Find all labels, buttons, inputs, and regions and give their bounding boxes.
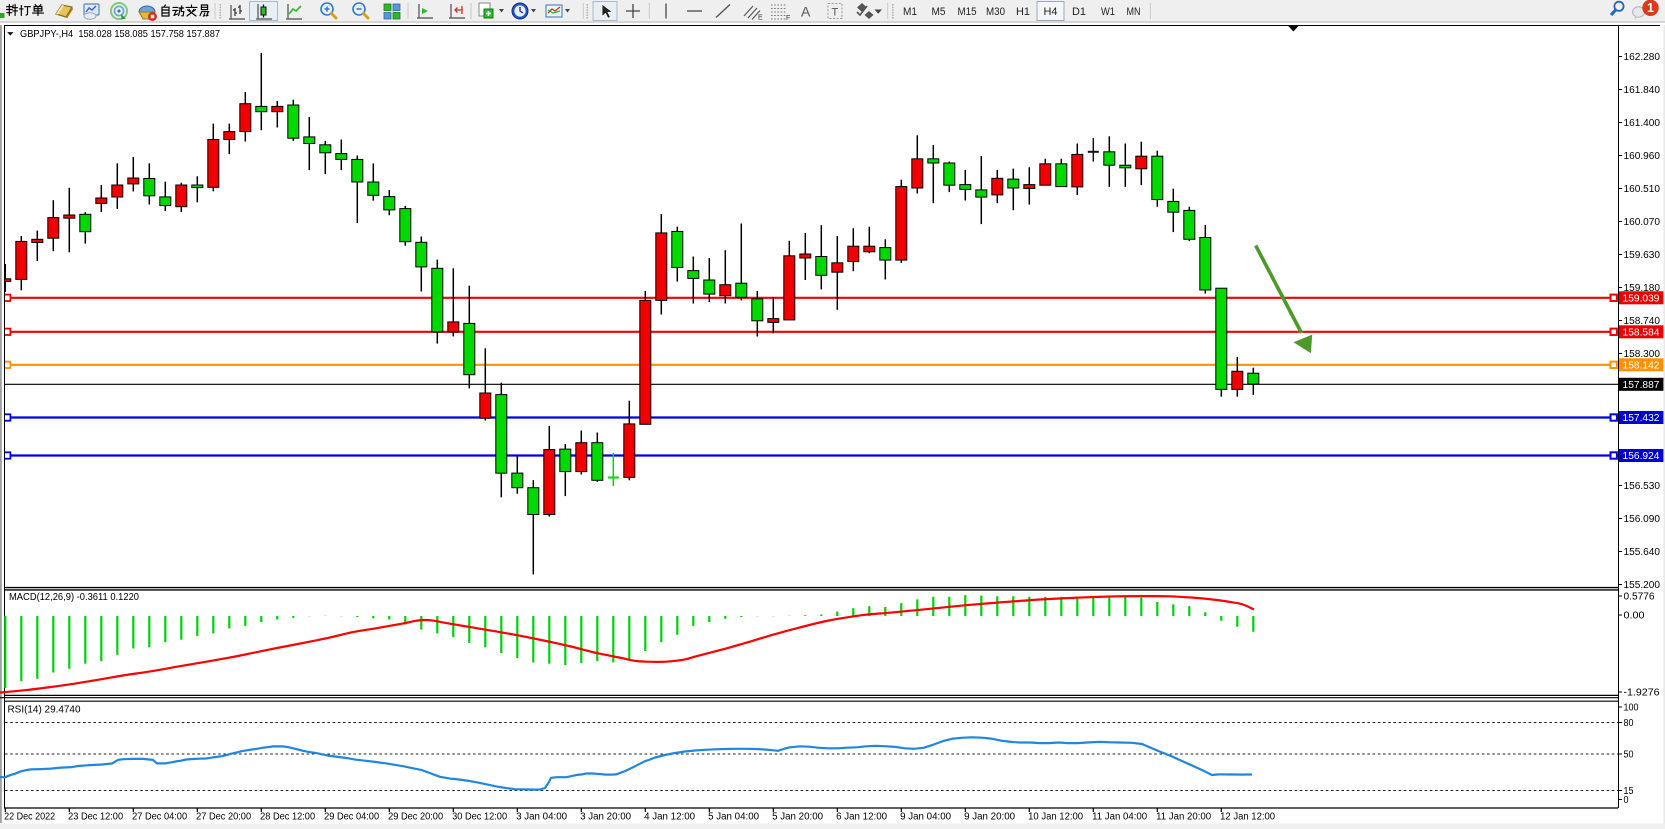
svg-text:MN: MN: [1127, 6, 1141, 18]
svg-text:E: E: [758, 15, 763, 22]
svg-text:9 Jan 04:00: 9 Jan 04:00: [900, 811, 952, 822]
svg-text:GBPJPY-,H4 158.028 158.085 15: GBPJPY-,H4 158.028 158.085 157.758 157.8…: [20, 29, 220, 40]
svg-text:W1: W1: [1101, 6, 1115, 18]
svg-text:157.887: 157.887: [1623, 380, 1660, 391]
svg-text:27 Dec 04:00: 27 Dec 04:00: [132, 811, 188, 822]
svg-text:159.180: 159.180: [1624, 283, 1661, 294]
svg-text:H1: H1: [1016, 6, 1030, 18]
svg-text:12 Jan 12:00: 12 Jan 12:00: [1220, 811, 1276, 822]
svg-text:159.630: 159.630: [1624, 250, 1661, 261]
svg-text:157.432: 157.432: [1623, 413, 1660, 424]
svg-text:160.510: 160.510: [1624, 184, 1661, 195]
svg-text:29 Dec 04:00: 29 Dec 04:00: [324, 811, 380, 822]
svg-text:100: 100: [1624, 703, 1639, 714]
svg-text:158.740: 158.740: [1624, 316, 1661, 327]
svg-text:4 Jan 12:00: 4 Jan 12:00: [644, 811, 696, 822]
svg-text:1: 1: [1647, 1, 1654, 15]
svg-text:11 Jan 20:00: 11 Jan 20:00: [1156, 811, 1212, 822]
svg-text:15: 15: [1624, 786, 1634, 797]
svg-text:3 Jan 04:00: 3 Jan 04:00: [516, 811, 568, 822]
svg-text:0.00: 0.00: [1624, 611, 1646, 622]
svg-text:M30: M30: [986, 6, 1005, 18]
svg-text:MACD(12,26,9) -0.3611 0.1220: MACD(12,26,9) -0.3611 0.1220: [9, 592, 140, 603]
svg-text:D1: D1: [1072, 6, 1086, 18]
svg-text:155.200: 155.200: [1624, 580, 1661, 591]
svg-text:158.142: 158.142: [1623, 360, 1660, 371]
svg-text:27 Dec 20:00: 27 Dec 20:00: [196, 811, 252, 822]
svg-text:5 Jan 20:00: 5 Jan 20:00: [772, 811, 824, 822]
svg-text:155.640: 155.640: [1624, 547, 1661, 558]
svg-text:23 Dec 12:00: 23 Dec 12:00: [68, 811, 124, 822]
svg-text:0: 0: [1624, 795, 1630, 806]
svg-text:28 Dec 12:00: 28 Dec 12:00: [260, 811, 316, 822]
svg-text:161.400: 161.400: [1624, 118, 1661, 129]
svg-text:5 Jan 04:00: 5 Jan 04:00: [708, 811, 760, 822]
svg-text:30 Dec 12:00: 30 Dec 12:00: [452, 811, 508, 822]
svg-text:3 Jan 20:00: 3 Jan 20:00: [580, 811, 632, 822]
svg-text:F: F: [786, 15, 790, 22]
svg-text:6 Jan 12:00: 6 Jan 12:00: [836, 811, 888, 822]
svg-text:159.039: 159.039: [1623, 293, 1660, 304]
svg-text:156.090: 156.090: [1624, 514, 1661, 525]
svg-text:A: A: [801, 4, 811, 20]
svg-text:158.584: 158.584: [1623, 327, 1661, 338]
svg-text:161.840: 161.840: [1624, 85, 1661, 96]
svg-text:T: T: [832, 7, 839, 19]
svg-text:80: 80: [1624, 718, 1634, 729]
svg-text:11 Jan 04:00: 11 Jan 04:00: [1092, 811, 1148, 822]
svg-text:29 Dec 20:00: 29 Dec 20:00: [388, 811, 444, 822]
svg-text:10 Jan 12:00: 10 Jan 12:00: [1028, 811, 1084, 822]
svg-text:M15: M15: [958, 6, 977, 18]
svg-text:M5: M5: [932, 6, 946, 18]
svg-text:158.300: 158.300: [1624, 349, 1661, 360]
svg-text:9 Jan 20:00: 9 Jan 20:00: [964, 811, 1016, 822]
svg-text:160.070: 160.070: [1624, 217, 1661, 228]
svg-text:0.5776: 0.5776: [1624, 592, 1656, 603]
svg-text:H4: H4: [1044, 6, 1058, 18]
svg-text:156.924: 156.924: [1623, 451, 1661, 462]
svg-text:22 Dec 2022: 22 Dec 2022: [4, 811, 55, 822]
svg-text:156.530: 156.530: [1624, 481, 1661, 492]
svg-text:162.280: 162.280: [1624, 52, 1661, 63]
svg-text:-1.9276: -1.9276: [1624, 688, 1661, 699]
svg-text:RSI(14) 29.4740: RSI(14) 29.4740: [8, 705, 82, 716]
svg-text:M1: M1: [903, 6, 917, 18]
svg-text:50: 50: [1624, 750, 1634, 761]
svg-text:160.960: 160.960: [1624, 151, 1661, 162]
